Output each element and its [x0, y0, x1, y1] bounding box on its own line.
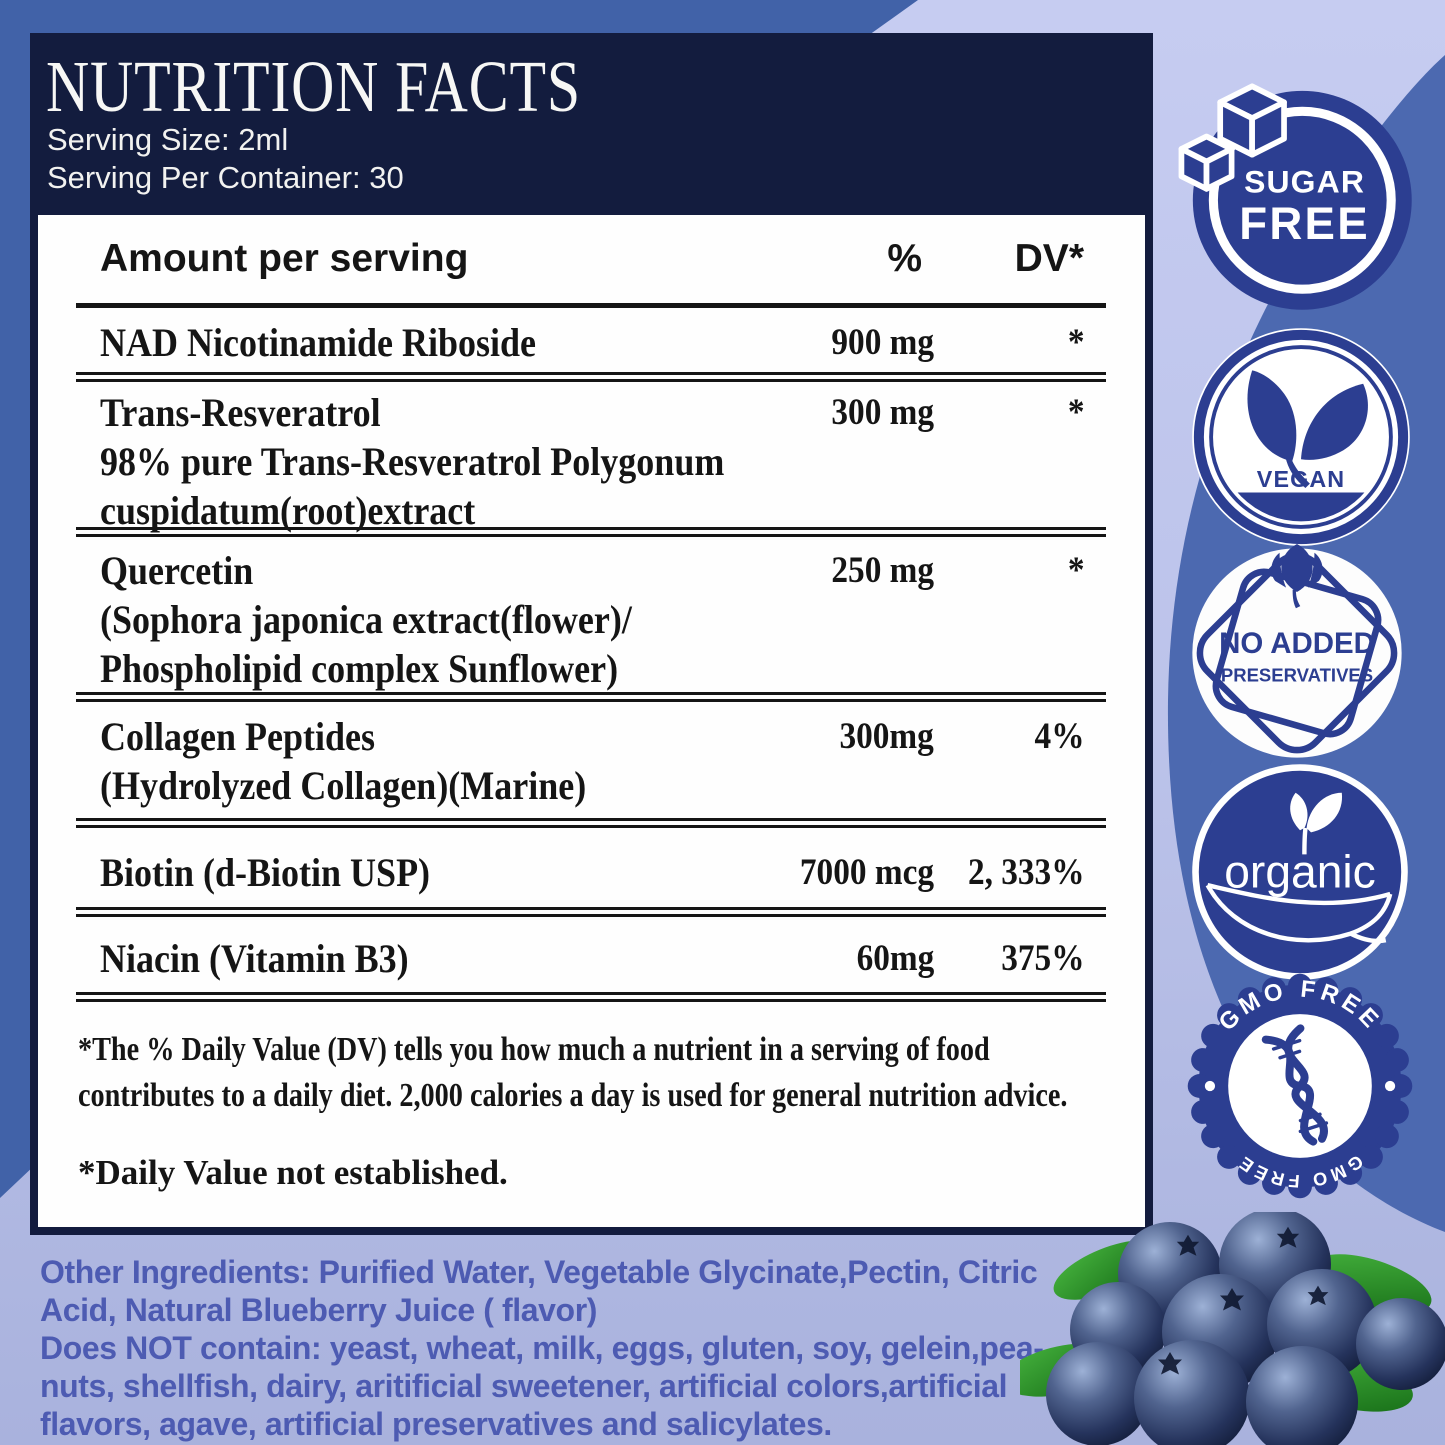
frame-left-strip	[0, 0, 36, 1198]
nutrient-name: Quercetin	[100, 548, 254, 593]
nutrient-name: Niacin (Vitamin B3)	[100, 936, 409, 981]
badge-label: PRESERVATIVES	[1221, 664, 1373, 685]
footnote: *The % Daily Value (DV) tells you how mu…	[78, 1031, 1068, 1114]
badge-ring-inner	[1209, 345, 1393, 529]
table-header: Amount per serving % DV*	[38, 237, 1145, 281]
badge-no-preservatives: NO ADDED PRESERVATIVES	[1188, 544, 1406, 762]
nutrient-dv: *	[1067, 550, 1084, 591]
badge-label: NO ADDED	[1219, 627, 1375, 660]
row-divider	[76, 372, 1106, 382]
row-divider	[76, 527, 1106, 537]
nutrient-name: Biotin (d-Biotin USP)	[100, 850, 431, 895]
dna-icon	[1261, 1024, 1329, 1146]
badge-label: VEGAN	[1257, 466, 1345, 492]
seal-dot	[1204, 1080, 1216, 1092]
badge-sugar-free: SUGAR FREE	[1178, 83, 1414, 312]
row-divider	[76, 907, 1106, 917]
badge-label: FREE	[1239, 198, 1370, 249]
badge-label: SUGAR	[1244, 163, 1365, 199]
badge-ring	[1193, 329, 1409, 545]
nutrient-dv: *	[1067, 322, 1084, 363]
other-ingredients-text: Other Ingredients: Purified Water, Veget…	[40, 1253, 1044, 1443]
nutrient-dv: 2, 333%	[967, 852, 1084, 893]
badge-organic: organic	[1190, 762, 1410, 982]
row-nad: NAD Nicotinamide Riboside 900 mg *	[38, 319, 1145, 367]
row-niacin: Niacin (Vitamin B3) 60mg 375%	[38, 935, 1145, 983]
percent-header: %	[887, 237, 922, 280]
ingredients-line: nuts, shellfish, dairy, aritificial swee…	[40, 1368, 1008, 1404]
badge-disc	[1192, 328, 1410, 546]
row-biotin: Biotin (d-Biotin USP) 7000 mcg 2, 333%	[38, 849, 1145, 897]
nutrient-name: NAD Nicotinamide Riboside	[100, 320, 537, 365]
nutrient-dv: 375%	[1000, 938, 1084, 979]
rounded-square-outline	[1212, 568, 1382, 738]
nutrient-name: Trans-Resveratrol	[100, 390, 381, 435]
row-quercetin: Quercetin 250 mg * (Sophora japonica ext…	[38, 547, 1145, 693]
dv-header: DV*	[1014, 237, 1084, 280]
row-divider	[76, 818, 1106, 828]
nutrient-amount: 60mg	[856, 938, 934, 979]
nutrient-amount: 300 mg	[831, 392, 934, 433]
ingredients-line: Does NOT contain: yeast, wheat, milk, eg…	[40, 1330, 1044, 1366]
nutrient-dv: 4%	[1034, 716, 1084, 757]
badge-gmo-free: GMO FREE GMO FREE	[1186, 972, 1414, 1200]
nutrient-amount: 900 mg	[831, 322, 934, 363]
row-collagen: Collagen Peptides 300mg 4% (Hydrolyzed C…	[38, 713, 1145, 810]
seal-dot	[1384, 1080, 1396, 1092]
ingredients-line: Acid, Natural Blueberry Juice ( flavor)	[40, 1292, 598, 1328]
nutrition-label: NUTRITION FACTS Serving Size: 2ml Servin…	[30, 33, 1153, 1235]
sprout-icon	[1290, 792, 1343, 855]
nutrient-subtext: Phospholipid complex Sunflower)	[100, 646, 619, 691]
ingredients-line: Other Ingredients: Purified Water, Veget…	[40, 1254, 1038, 1290]
serving-info: Serving Size: 2ml Serving Per Container:…	[47, 121, 404, 197]
facts-panel: Amount per serving % DV* NAD Nicotinamid…	[38, 215, 1145, 1227]
serving-size: Serving Size: 2ml	[47, 122, 289, 157]
nutrient-subtext: cuspidatum(root)extract	[100, 488, 476, 533]
nutrient-subtext: (Sophora japonica extract(flower)/	[100, 597, 632, 642]
servings-per-container: Serving Per Container: 30	[47, 160, 404, 195]
dv-note: *Daily Value not established.	[78, 1153, 508, 1192]
nutrient-amount: 300mg	[839, 716, 934, 757]
badge-label: organic	[1224, 845, 1376, 897]
frame-top-strip	[0, 0, 918, 40]
badge-vegan: VEGAN	[1190, 326, 1412, 548]
leaf-bud-icon	[1271, 544, 1323, 609]
row-divider	[76, 692, 1106, 702]
nutrient-amount: 7000 mcg	[799, 852, 934, 893]
amount-header: Amount per serving	[100, 237, 469, 280]
nutrient-subtext: 98% pure Trans-Resveratrol Polygonum	[100, 439, 725, 484]
row-divider	[76, 992, 1106, 1002]
leaf-icon	[1205, 883, 1393, 944]
header-divider	[76, 303, 1106, 308]
blueberries-image	[1020, 1212, 1445, 1445]
vegan-leaves-icon	[1247, 370, 1368, 489]
sugar-cubes-icon	[1178, 83, 1287, 192]
nutrient-name: Collagen Peptides	[100, 714, 375, 759]
badge-ring	[1208, 106, 1396, 294]
berry-cluster	[1046, 1212, 1445, 1445]
nutrient-dv: *	[1067, 392, 1084, 433]
label-title: NUTRITION FACTS	[46, 46, 581, 127]
ingredients-line: flavors, agave, artificial preservatives…	[40, 1406, 832, 1442]
nutrient-subtext: (Hydrolyzed Collagen)(Marine)	[100, 763, 587, 808]
row-resveratrol: Trans-Resveratrol 300 mg * 98% pure Tran…	[38, 389, 1145, 535]
nutrient-amount: 250 mg	[831, 550, 934, 591]
